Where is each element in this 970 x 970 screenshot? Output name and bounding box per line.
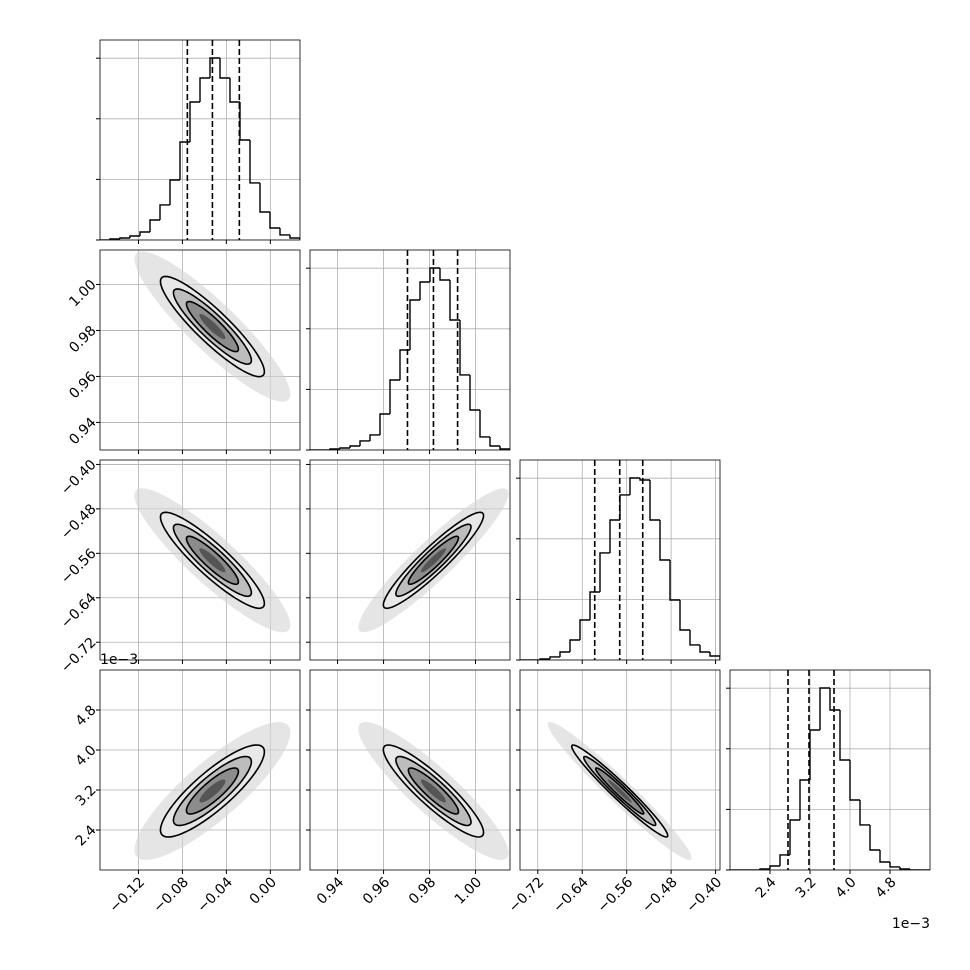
histogram-step [859, 800, 870, 826]
histogram-step [809, 729, 820, 780]
density-contour [420, 548, 446, 573]
histogram-step [419, 281, 430, 300]
histogram-step [279, 228, 290, 236]
histogram-step [359, 440, 370, 446]
histogram-step [829, 688, 840, 711]
panel-content [520, 670, 720, 870]
histogram-step [199, 77, 210, 102]
histogram-step [619, 494, 630, 520]
histogram-step [259, 182, 270, 213]
panel-frame [99, 39, 301, 241]
histogram-step [899, 866, 910, 870]
histogram-step [139, 231, 150, 236]
panel-content [100, 670, 300, 870]
density-contour [199, 779, 226, 803]
panel [516, 459, 721, 664]
histogram-step [679, 600, 690, 631]
histogram-step [889, 862, 900, 868]
histogram-step [849, 760, 860, 801]
histogram-step [399, 349, 410, 380]
histogram-step [169, 179, 180, 205]
histogram-step [459, 320, 470, 376]
histogram-step [369, 434, 380, 441]
histogram-step [249, 140, 260, 184]
histogram-step [499, 446, 510, 450]
histogram-step [489, 436, 500, 447]
histogram-step [789, 819, 800, 855]
panel-content [310, 670, 510, 870]
histogram-step [409, 299, 420, 350]
histogram-step [629, 477, 640, 495]
histogram-step [479, 410, 490, 438]
panel-frame [729, 669, 931, 871]
histogram-step [699, 644, 710, 653]
histogram-step [449, 280, 460, 321]
density-contour [199, 314, 226, 340]
histogram-step [779, 854, 790, 866]
panel [306, 249, 511, 454]
panel-frame [519, 669, 721, 871]
density-contour [420, 779, 446, 803]
histogram-step [879, 850, 890, 863]
panel-frame [519, 459, 721, 661]
histogram-step [269, 212, 280, 229]
histogram-step [189, 101, 200, 142]
density-contour [607, 779, 632, 803]
histogram-step [839, 710, 850, 761]
histogram-step [609, 519, 620, 553]
panel-frame [99, 669, 301, 871]
panel-content [310, 250, 510, 450]
panel-frame [99, 249, 301, 451]
histogram-step [379, 413, 390, 435]
histogram-step [289, 234, 300, 240]
histogram-step [659, 520, 670, 561]
histogram-step [649, 480, 660, 521]
histogram-step [349, 445, 360, 448]
histogram-step [469, 374, 480, 411]
histogram-step [339, 447, 350, 449]
histogram-step [149, 219, 160, 232]
x-offset-label: 1e−3 [892, 916, 930, 932]
panel-frame [309, 459, 511, 661]
panel-frame [309, 249, 511, 451]
histogram-step [569, 639, 580, 652]
panel-content [100, 250, 300, 450]
panel-content [730, 670, 930, 870]
histogram-step [799, 779, 810, 820]
histogram-step [709, 652, 720, 660]
histogram-step [219, 58, 230, 79]
histogram-step [599, 552, 610, 592]
histogram-step [429, 267, 440, 282]
histogram-step [769, 865, 780, 869]
histogram-step [209, 57, 220, 78]
histogram-step [549, 656, 560, 659]
histogram-step [439, 268, 450, 281]
histogram-step [869, 824, 880, 851]
histogram-step [909, 868, 920, 870]
histogram-step [669, 560, 680, 601]
panel [306, 459, 511, 664]
histogram-step [589, 591, 600, 620]
panel-content [310, 460, 510, 660]
panel-frame [99, 459, 301, 661]
panel-content [100, 460, 300, 660]
histogram-step [229, 78, 240, 103]
panel [96, 39, 301, 244]
histogram-step [819, 687, 830, 730]
histogram-step [129, 235, 140, 238]
panel-content [100, 40, 300, 240]
density-contour [199, 548, 226, 573]
histogram-step [159, 204, 170, 220]
histogram-step [559, 651, 570, 657]
histogram-step [639, 478, 650, 481]
histogram-step [579, 619, 590, 640]
histogram-step [689, 630, 700, 646]
panel-frame [309, 669, 511, 871]
histogram-step [119, 237, 130, 239]
panel-content [520, 460, 720, 660]
histogram-step [389, 379, 400, 414]
